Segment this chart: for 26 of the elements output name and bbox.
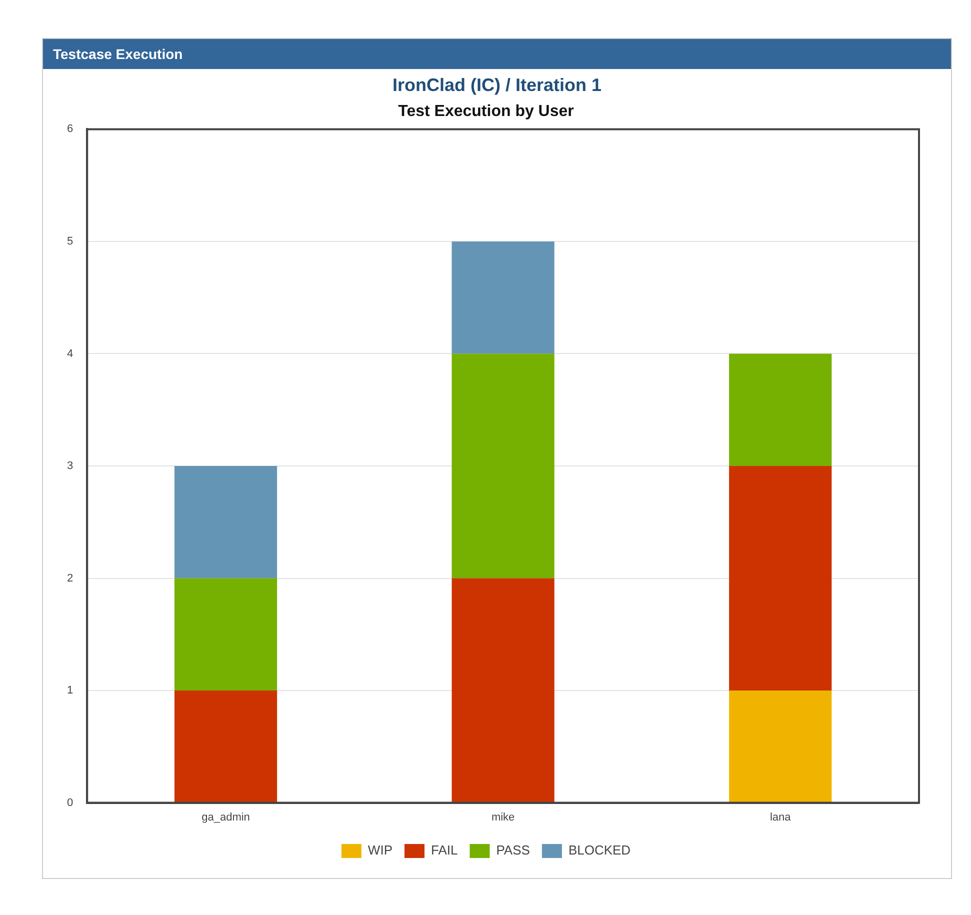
legend-label: WIP — [368, 842, 392, 858]
y-tick-label: 5 — [66, 236, 74, 248]
y-tick-label: 1 — [66, 684, 74, 697]
bar — [729, 466, 832, 691]
y-tick-label: 3 — [66, 460, 74, 472]
legend-label: FAIL — [430, 842, 458, 858]
bar — [174, 578, 278, 691]
bar — [452, 241, 554, 354]
chart-title: Test Execution by User — [398, 103, 574, 120]
y-tick-label: 2 — [66, 572, 74, 584]
text: Testcase Execution — [43, 39, 951, 69]
bar — [452, 354, 554, 578]
x-tick-label: mike — [491, 811, 515, 824]
legend-label: BLOCKED — [568, 842, 631, 858]
y-tick-label: 6 — [66, 123, 74, 136]
y-tick-label: 0 — [66, 796, 74, 809]
bar — [174, 466, 278, 578]
bar — [452, 578, 554, 802]
bar — [729, 690, 832, 802]
x-tick-label: lana — [770, 811, 792, 824]
y-tick-label: 4 — [66, 348, 74, 360]
x-tick-label: ga_admin — [202, 811, 250, 824]
bar — [174, 690, 278, 802]
legend-label: PASS — [496, 842, 530, 858]
bar — [729, 354, 832, 466]
chart-subtitle: IronClad (IC) / Iteration 1 — [391, 74, 602, 97]
